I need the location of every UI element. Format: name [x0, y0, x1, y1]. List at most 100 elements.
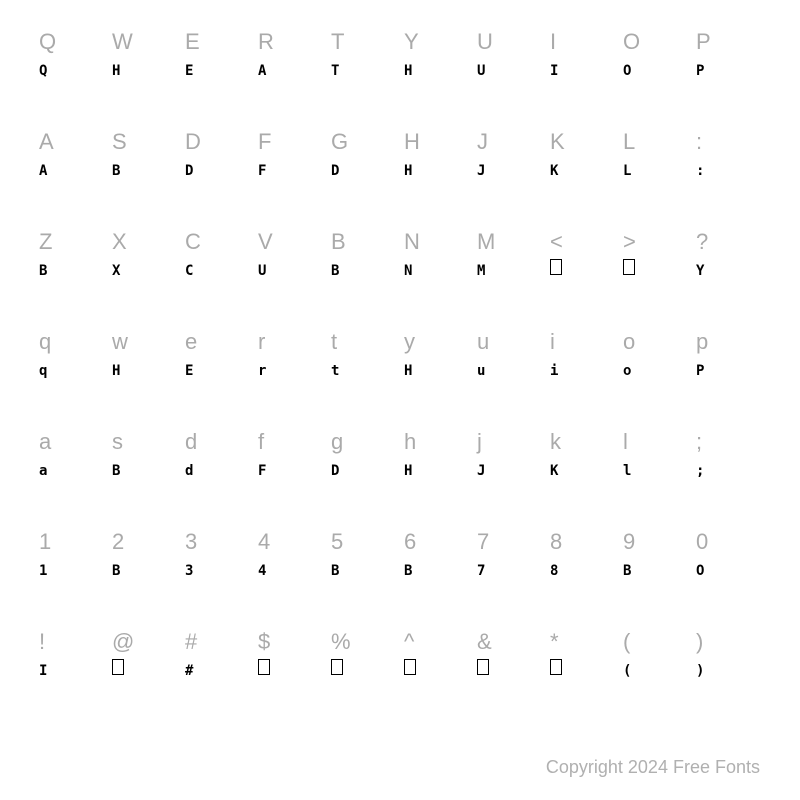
char-label: ^	[404, 625, 414, 659]
char-glyph: H	[404, 359, 411, 383]
char-label: d	[185, 425, 197, 459]
char-glyph: M	[477, 259, 484, 283]
char-label: >	[623, 225, 636, 259]
char-label: F	[258, 125, 271, 159]
char-cell: uu	[473, 325, 546, 425]
char-cell: 2B	[108, 525, 181, 625]
char-glyph: L	[623, 159, 630, 183]
char-label: ;	[696, 425, 702, 459]
char-label: X	[112, 225, 127, 259]
char-glyph: B	[331, 559, 338, 583]
char-cell: rr	[254, 325, 327, 425]
char-glyph: o	[623, 359, 630, 383]
char-glyph: l	[623, 459, 630, 483]
char-glyph: F	[258, 159, 265, 183]
char-label: t	[331, 325, 337, 359]
char-glyph: B	[623, 559, 630, 583]
char-label: *	[550, 625, 559, 659]
char-glyph: H	[112, 359, 119, 383]
character-map-grid: QQWHEERATTYHUUIIOOPPAASBDDFFGDHHJJKKLL::…	[35, 25, 765, 725]
char-label: $	[258, 625, 270, 659]
char-glyph: Q	[39, 59, 46, 83]
char-label: 8	[550, 525, 562, 559]
char-glyph: A	[39, 159, 46, 183]
char-cell: gD	[327, 425, 400, 525]
char-cell: LL	[619, 125, 692, 225]
char-cell: 44	[254, 525, 327, 625]
char-cell: OO	[619, 25, 692, 125]
char-label: 1	[39, 525, 51, 559]
char-label: A	[39, 125, 54, 159]
char-glyph: )	[696, 659, 703, 683]
char-cell: yH	[400, 325, 473, 425]
char-label: ?	[696, 225, 708, 259]
char-label: a	[39, 425, 51, 459]
char-cell: @	[108, 625, 181, 725]
char-label: J	[477, 125, 488, 159]
char-glyph: 3	[185, 559, 192, 583]
char-cell: RA	[254, 25, 327, 125]
char-label: M	[477, 225, 495, 259]
char-glyph: K	[550, 159, 557, 183]
char-label: 2	[112, 525, 124, 559]
char-cell: $	[254, 625, 327, 725]
char-label: G	[331, 125, 348, 159]
char-label: D	[185, 125, 201, 159]
char-glyph: O	[623, 59, 630, 83]
char-glyph: U	[477, 59, 484, 83]
char-cell: EE	[181, 25, 254, 125]
char-cell: 77	[473, 525, 546, 625]
char-glyph: 4	[258, 559, 265, 583]
char-glyph: Y	[696, 259, 703, 283]
char-cell: ((	[619, 625, 692, 725]
char-label: 0	[696, 525, 708, 559]
char-cell: &	[473, 625, 546, 725]
char-cell: ^	[400, 625, 473, 725]
char-label: (	[623, 625, 630, 659]
char-glyph: B	[112, 159, 119, 183]
char-cell: sB	[108, 425, 181, 525]
char-label: 9	[623, 525, 635, 559]
char-label: 5	[331, 525, 343, 559]
char-glyph: N	[404, 259, 411, 283]
char-label: )	[696, 625, 703, 659]
char-label: j	[477, 425, 482, 459]
char-cell: jJ	[473, 425, 546, 525]
char-cell: AA	[35, 125, 108, 225]
char-cell: kK	[546, 425, 619, 525]
char-cell: 5B	[327, 525, 400, 625]
char-glyph: P	[696, 359, 703, 383]
char-cell: tt	[327, 325, 400, 425]
char-label: E	[185, 25, 200, 59]
char-label: @	[112, 625, 134, 659]
char-cell: 33	[181, 525, 254, 625]
char-glyph: C	[185, 259, 192, 283]
char-label: %	[331, 625, 351, 659]
char-glyph: O	[696, 559, 703, 583]
char-glyph: B	[112, 459, 119, 483]
char-glyph: H	[404, 159, 411, 183]
char-label: g	[331, 425, 343, 459]
char-label: r	[258, 325, 265, 359]
char-label: &	[477, 625, 492, 659]
char-cell: 6B	[400, 525, 473, 625]
char-cell: 88	[546, 525, 619, 625]
char-label: i	[550, 325, 555, 359]
char-glyph: D	[331, 159, 338, 183]
char-cell: %	[327, 625, 400, 725]
char-cell: II	[546, 25, 619, 125]
char-glyph: F	[258, 459, 265, 483]
char-glyph: a	[39, 459, 46, 483]
char-label: p	[696, 325, 708, 359]
char-cell: YH	[400, 25, 473, 125]
char-cell: TT	[327, 25, 400, 125]
char-cell: 0O	[692, 525, 765, 625]
char-glyph: E	[185, 59, 192, 83]
char-label: B	[331, 225, 346, 259]
char-label: u	[477, 325, 489, 359]
char-glyph: X	[112, 259, 119, 283]
char-cell: wH	[108, 325, 181, 425]
char-label: :	[696, 125, 702, 159]
char-label: N	[404, 225, 420, 259]
char-glyph: K	[550, 459, 557, 483]
